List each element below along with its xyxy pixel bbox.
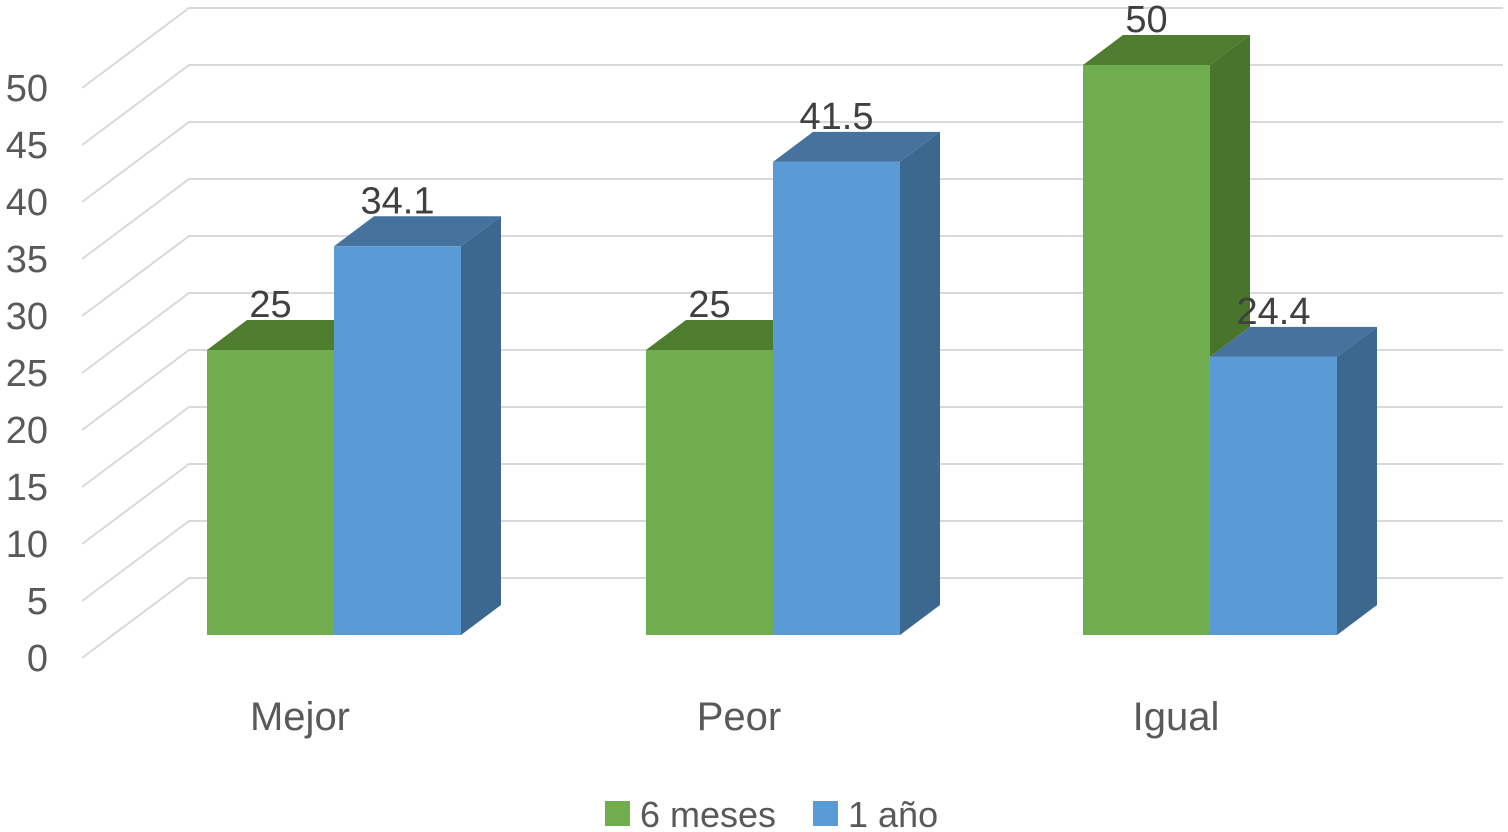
- y-tick-label-5: 5: [27, 581, 48, 623]
- gridline-25: [81, 292, 1503, 374]
- bar-face-front: [1083, 65, 1210, 635]
- legend-label-6-meses: 6 meses: [640, 794, 776, 832]
- y-tick-label-40: 40: [6, 182, 48, 224]
- bar-1-ano-mejor: [334, 216, 501, 635]
- category-label-peor: Peor: [697, 695, 782, 739]
- gridline-5: [81, 520, 1503, 602]
- gridline-30: [81, 235, 1503, 317]
- legend-swatch-1-ano: [813, 801, 838, 826]
- data-label-1-ano-igual: 24.4: [1237, 291, 1311, 333]
- y-axis: 0 5 10 15 20 25 30 35 40 45 50: [6, 68, 48, 680]
- bar-face-front: [334, 246, 461, 635]
- y-tick-label-30: 30: [6, 296, 48, 338]
- data-label-6-meses-mejor: 25: [249, 284, 291, 326]
- category-label-mejor: Mejor: [250, 695, 350, 739]
- gridline-0: [81, 577, 1503, 659]
- y-tick-label-15: 15: [6, 467, 48, 509]
- bar-face-top: [773, 131, 940, 162]
- gridlines: [81, 7, 1503, 659]
- gridline-50: [81, 7, 1503, 89]
- bar-face-front: [646, 350, 773, 635]
- data-label-6-meses-peor: 25: [688, 284, 730, 326]
- bar-face-side: [1210, 35, 1250, 357]
- bar-face-top: [646, 320, 813, 350]
- gridline-20: [81, 349, 1503, 431]
- y-tick-label-0: 0: [27, 638, 48, 680]
- y-tick-label-50: 50: [6, 68, 48, 110]
- bar-face-top: [207, 320, 374, 350]
- legend-label-1-ano: 1 año: [848, 794, 938, 832]
- legend-swatch-6-meses: [605, 801, 630, 826]
- bar-face-front: [207, 350, 334, 635]
- bar-face-side: [900, 131, 940, 635]
- gridline-10: [81, 463, 1503, 545]
- bar-1-ano-peor: [773, 131, 940, 635]
- y-tick-label-10: 10: [6, 524, 48, 566]
- bar-face-top: [334, 216, 501, 247]
- data-labels: 25 34.1 25 41.5 24.4 50: [249, 0, 1310, 333]
- data-label-1-ano-peor: 41.5: [800, 96, 874, 138]
- y-tick-label-20: 20: [6, 410, 48, 452]
- bar-1-ano-igual: [1210, 326, 1377, 635]
- bar-face-front: [773, 161, 900, 635]
- gridline-15: [81, 406, 1503, 488]
- gridline-35: [81, 178, 1503, 260]
- x-axis: Mejor Peor Igual: [250, 695, 1219, 739]
- bar-face-top: [1083, 35, 1250, 65]
- bars: [207, 35, 1377, 635]
- bar-face-top: [1210, 326, 1377, 357]
- bar-face-side: [1337, 326, 1377, 635]
- data-label-6-meses-igual: 50: [1125, 0, 1167, 41]
- legend: 6 meses 1 año: [605, 794, 938, 832]
- y-tick-label-25: 25: [6, 353, 48, 395]
- bar-face-side: [461, 216, 501, 635]
- gridline-40: [81, 121, 1503, 203]
- bar-face-front: [1210, 356, 1337, 635]
- y-tick-label-45: 45: [6, 125, 48, 167]
- gridline-45: [81, 64, 1503, 146]
- y-tick-label-35: 35: [6, 239, 48, 281]
- category-label-igual: Igual: [1133, 695, 1220, 739]
- bar-6-meses-igual: [1083, 35, 1250, 635]
- data-label-1-ano-mejor: 34.1: [361, 180, 435, 222]
